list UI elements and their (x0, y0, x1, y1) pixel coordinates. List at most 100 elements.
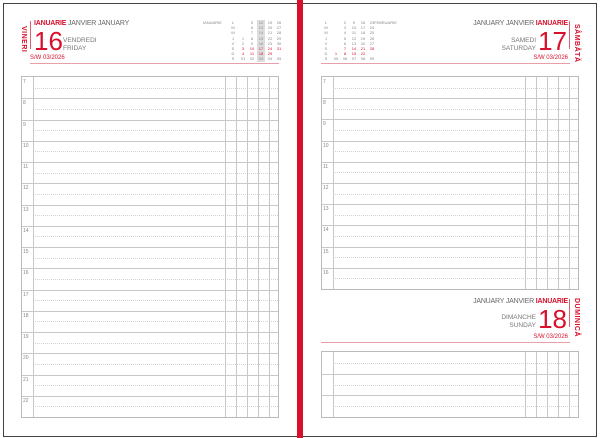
column-divider (525, 77, 526, 289)
hour-line (22, 225, 278, 227)
weekday-ro: VINERI (20, 26, 27, 53)
hour-line (22, 353, 278, 355)
hour-label: 12 (323, 185, 329, 191)
calendar-day: 7 (343, 46, 347, 52)
hour-label: 9 (323, 121, 326, 128)
hour-line (22, 289, 278, 291)
hour-label: 15 (323, 248, 329, 255)
day-number: 18 (538, 304, 567, 334)
half-hour-line (33, 342, 278, 344)
hour-label: 12 (23, 185, 29, 192)
column-divider (569, 77, 570, 289)
calendar-day: 10 (249, 46, 255, 52)
half-hour-line (333, 172, 578, 174)
column-divider (569, 352, 570, 417)
hour-line (322, 161, 578, 163)
header-rule (321, 342, 570, 343)
header-rule (30, 63, 279, 64)
hour-grid-saturday[interactable]: 7 8 9 10 11 12 13 14 15 16 (321, 76, 579, 290)
hour-label: 7 (323, 79, 326, 85)
week-number: S/W 03/2026 (30, 55, 65, 61)
mini-calendar-february: FEBRUARIE L M M J V S D S 1 05 2 3 4 5 6 7 8 06 9 10 11 12 13 1… (322, 20, 412, 62)
calendar-day: 12 (351, 35, 357, 41)
calendar-day: 7 (250, 30, 254, 36)
mini-calendar-january: IANUARIE L M M J V S D S 1 2 3 4 01 5 6 7 8 9 10 11 02 12 13 14… (203, 20, 283, 62)
weekday-letter: M (324, 30, 328, 36)
hour-line (322, 246, 578, 248)
half-hour-line (333, 384, 578, 386)
calendar-day: 23 (267, 40, 273, 46)
divider (569, 21, 570, 49)
calendar-day: 2 (241, 40, 245, 46)
half-hour-line (333, 193, 578, 195)
calendar-day: 12 (258, 20, 264, 25)
weekday-letter: S (324, 46, 328, 52)
calendar-day: 29 (276, 35, 282, 41)
hour-line (322, 183, 578, 184)
calendar-day: 26 (369, 35, 375, 41)
column-divider (225, 77, 226, 417)
calendar-day: 11 (351, 30, 357, 36)
calendar-day: 3 (343, 25, 347, 31)
day-number: 17 (538, 26, 567, 56)
weekday-en: SUNDAY (509, 322, 536, 329)
weekday-letter: D (231, 51, 235, 57)
hour-grid-friday[interactable]: 7 8 9 10 11 12 13 14 15 16 17 18 19 20 21 22 (21, 76, 279, 418)
hour-label: 19 (23, 334, 29, 340)
divider (569, 299, 570, 327)
hour-label: 9 (23, 121, 26, 128)
calendar-day: 27 (276, 25, 282, 31)
calendar-day: 23 (369, 20, 375, 25)
calendar-day: 08 (360, 56, 366, 62)
hour-label: 11 (23, 164, 29, 170)
calendar-day: 14 (351, 46, 357, 52)
column-divider (258, 77, 259, 417)
calendar-day: 14 (258, 30, 264, 36)
calendar-day: 03 (258, 56, 264, 62)
calendar-day: 5 (250, 20, 254, 25)
half-hour-line (33, 406, 278, 408)
calendar-day: 28 (276, 30, 282, 36)
hour-grid-sunday[interactable] (321, 351, 579, 418)
half-hour-line (33, 87, 278, 89)
half-hour-line (333, 214, 578, 216)
calendar-day: 5 (343, 35, 347, 41)
calendar-day: 17 (258, 46, 264, 52)
hour-line (322, 225, 578, 227)
calendar-day: 20 (267, 25, 273, 31)
weekday-letter: M (231, 30, 235, 36)
hour-line (22, 140, 278, 142)
weekday-letter: L (231, 20, 235, 25)
column-divider (269, 77, 270, 417)
week-number: S/W 03/2026 (533, 334, 568, 340)
weekday-letter: L (324, 20, 328, 25)
hour-label: 8 (323, 100, 326, 107)
calendar-day: 1 (334, 51, 338, 57)
half-hour-line (333, 130, 578, 131)
hour-line (322, 395, 578, 397)
hour-line (322, 204, 578, 206)
calendar-day: 26 (276, 20, 282, 25)
hour-line (322, 373, 578, 375)
weekday-letter: J (232, 35, 234, 41)
calendar-day: 22 (360, 51, 366, 57)
calendar-day: 10 (351, 25, 357, 31)
calendar-day: 02 (249, 56, 255, 62)
hour-label: 15 (23, 249, 29, 255)
column-divider (247, 77, 248, 417)
weekday-en: SATURDAY (501, 45, 536, 52)
calendar-day: 1 (241, 35, 245, 41)
half-hour-line (33, 363, 278, 365)
hour-line (22, 332, 278, 333)
month-fr-en: JANVIER JANUARY (68, 20, 130, 27)
hour-line (22, 183, 278, 185)
half-hour-line (33, 321, 278, 323)
calendar-day: 13 (258, 25, 264, 31)
hour-line (22, 395, 278, 397)
calendar-day: 8 (250, 35, 254, 41)
calendar-day: 04 (267, 56, 273, 62)
column-divider (236, 77, 237, 417)
calendar-day: 25 (369, 30, 375, 36)
hour-line (322, 267, 578, 269)
divider (30, 21, 31, 49)
